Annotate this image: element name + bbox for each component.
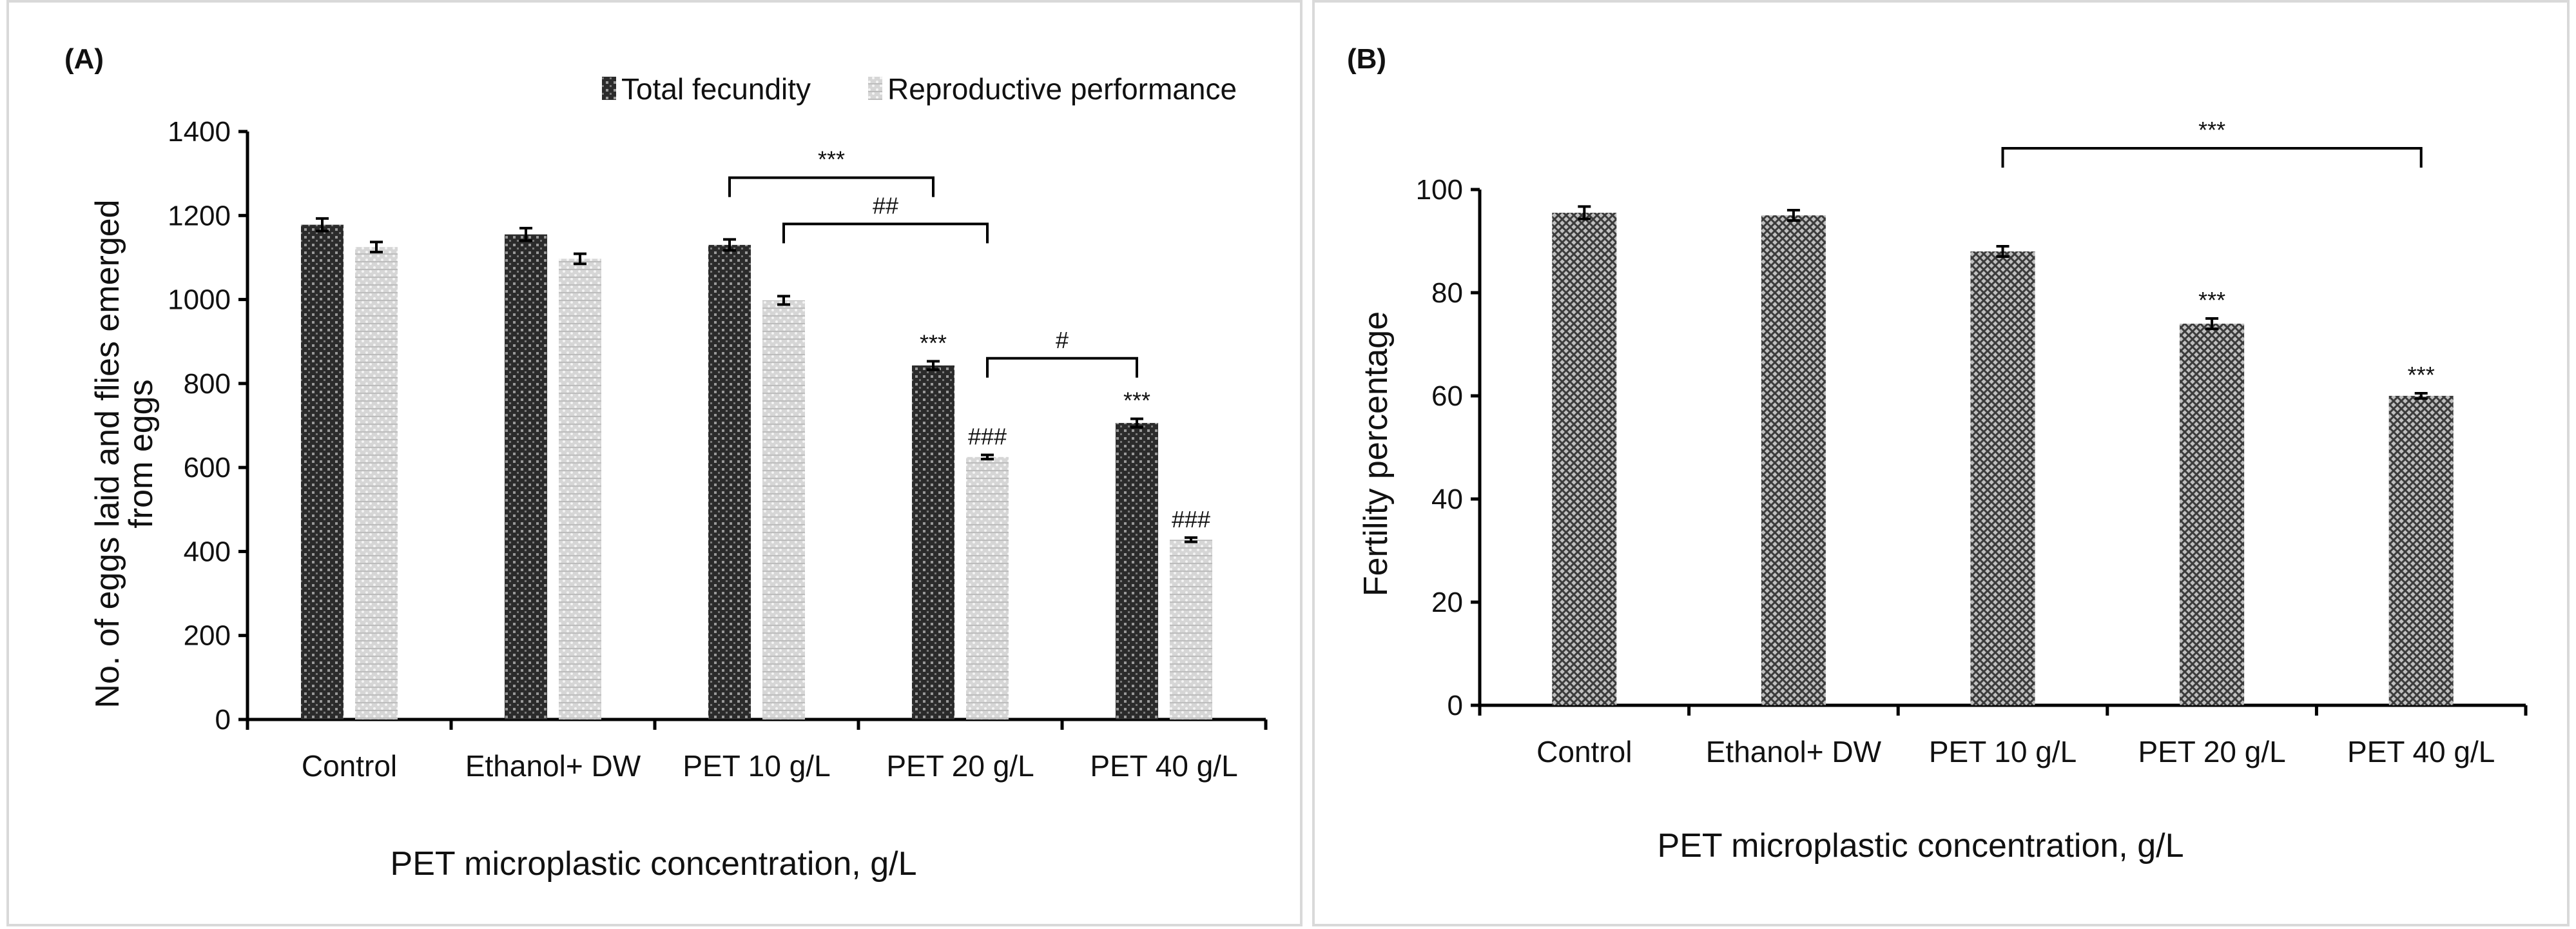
y-tick-label: 600 [184, 452, 231, 484]
plot-area: 0 20 40 60 80 100 Control Ethanol+ DW PET 10 g/L… [1416, 117, 2528, 768]
x-tick-label-ethanol-dw: Ethanol+ DW [1706, 735, 1882, 768]
x-axis-title: PET microplastic concentration, g/L [1658, 827, 2184, 865]
y-axis-title: No. of eggs laid and flies emerged from … [89, 199, 160, 708]
bar-fertility-percentage-ethanol-dw [1761, 215, 1826, 705]
y-tick-label: 0 [215, 704, 231, 736]
bar-reproductive-performance-pet-10-g-l [762, 300, 805, 720]
bracket-label: ## [873, 192, 898, 219]
y-axis-title-line-1: No. of eggs laid and flies emerged [89, 199, 126, 708]
panel-b: (B) Fertility percentage PET microplasti… [1312, 0, 2570, 926]
bar-reproductive-performance-pet-40-g-l [1170, 540, 1212, 719]
bar-total-fecundity-ethanol-dw [505, 234, 547, 720]
bar-fertility-percentage-pet-20-g-l [2180, 324, 2245, 705]
y-tick-label: 100 [1416, 174, 1463, 206]
significance-label: *** [2408, 362, 2435, 388]
y-tick-label: 800 [184, 368, 231, 400]
y-tick-label: 1400 [168, 116, 231, 148]
x-tick-label-pet-20-g-l: PET 20 g/L [886, 749, 1034, 783]
bar-fertility-percentage-pet-10-g-l [1970, 251, 2035, 705]
bar-total-fecundity-pet-10-g-l [708, 244, 751, 719]
comparison-bracket [2001, 147, 2423, 168]
comparison-bracket [782, 222, 989, 244]
significance-label: *** [920, 329, 947, 356]
x-tick-label-control: Control [302, 749, 397, 783]
bar-total-fecundity-pet-40-g-l [1116, 423, 1158, 719]
y-tick-label: 60 [1431, 380, 1463, 412]
legend: Total fecundity Reproductive performance [602, 72, 1237, 106]
legend-label-total-fecundity: Total fecundity [621, 72, 811, 106]
significance-label: ### [1172, 506, 1210, 533]
x-tick-label-pet-20-g-l: PET 20 g/L [2138, 735, 2285, 768]
plot-area: 0 200 400 600 800 1000 1200 1400 Control Ethanol+… [168, 116, 1268, 783]
y-tick-label: 0 [1448, 690, 1463, 721]
legend-swatch-reproductive-performance [868, 77, 882, 100]
legend-label-reproductive-performance: Reproductive performance [887, 72, 1237, 106]
x-axis-title: PET microplastic concentration, g/L [391, 845, 917, 883]
bracket-label: *** [818, 146, 845, 173]
panel-label-b: (B) [1347, 43, 1386, 75]
bar-total-fecundity-control [301, 224, 344, 719]
comparison-bracket [986, 357, 1138, 378]
x-tick-label-control: Control [1536, 735, 1632, 768]
x-tick-label-pet-40-g-l: PET 40 g/L [1090, 749, 1237, 783]
y-tick-label: 400 [184, 536, 231, 567]
y-tick-label: 40 [1431, 484, 1463, 515]
fecundity-chart: (A) Total fecundity Reproductive perform… [64, 43, 1268, 883]
bar-fertility-percentage-control [1552, 213, 1617, 705]
y-tick-label: 80 [1431, 277, 1463, 309]
y-axis-title: Fertility percentage [1357, 311, 1395, 596]
significance-label: ### [968, 424, 1007, 450]
x-tick-label-pet-10-g-l: PET 10 g/L [683, 749, 830, 783]
bar-reproductive-performance-ethanol-dw [559, 259, 601, 720]
x-tick-label-ethanol-dw: Ethanol+ DW [465, 749, 641, 783]
y-axis-title-line-2: from eggs [122, 379, 160, 528]
fertility-chart: (B) Fertility percentage PET microplasti… [1347, 43, 2528, 865]
comparison-bracket [728, 176, 935, 197]
bracket-label: *** [2198, 117, 2225, 143]
panel-a: (A) Total fecundity Reproductive perform… [6, 0, 1303, 926]
significance-label: *** [1123, 387, 1150, 414]
bar-total-fecundity-pet-20-g-l [912, 365, 954, 719]
y-tick-label: 20 [1431, 587, 1463, 618]
panel-label-a: (A) [64, 43, 104, 75]
bar-reproductive-performance-control [355, 247, 398, 720]
x-tick-label-pet-10-g-l: PET 10 g/L [1929, 735, 2077, 768]
x-tick-label-pet-40-g-l: PET 40 g/L [2347, 735, 2495, 768]
y-tick-label: 200 [184, 620, 231, 652]
bar-reproductive-performance-pet-20-g-l [966, 456, 1009, 719]
y-tick-label: 1000 [168, 284, 231, 316]
significance-label: *** [2198, 287, 2225, 313]
y-tick-label: 1200 [168, 200, 231, 231]
bracket-label: # [1056, 327, 1069, 353]
bar-fertility-percentage-pet-40-g-l [2388, 396, 2454, 705]
legend-swatch-total-fecundity [602, 77, 616, 100]
